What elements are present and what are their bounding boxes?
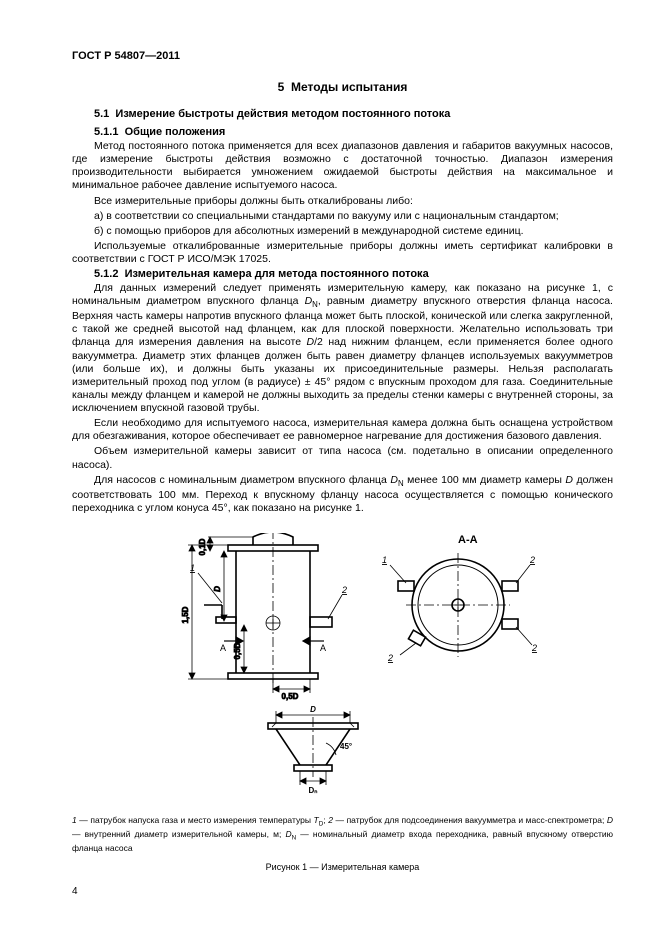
svg-text:2: 2	[531, 643, 537, 653]
section-num: 5	[278, 80, 285, 94]
fig-section-aa: A-A	[398, 534, 518, 657]
svg-text:0,5D: 0,5D	[233, 642, 242, 659]
para-1: Метод постоянного потока применяется для…	[72, 140, 613, 193]
svg-text:1: 1	[190, 563, 195, 573]
svg-text:45°: 45°	[340, 742, 352, 751]
figure-1: A A 1 2 1,5D	[72, 533, 613, 803]
para-6: Объем измерительной камеры зависит от ти…	[72, 445, 613, 471]
svg-text:2: 2	[341, 585, 347, 595]
fig-left-dims: 1,5D 0,1D D 0,5D	[181, 537, 310, 701]
section-text: Методы испытания	[291, 80, 407, 94]
svg-text:1: 1	[382, 555, 387, 565]
fig-cone-dims: D 45° Dₙ	[276, 705, 352, 795]
para-2: Все измерительные приборы должны быть от…	[72, 195, 613, 208]
fig-section-labels: 1 2 2 2	[382, 555, 537, 663]
para-4: Для данных измерений следует применять и…	[72, 282, 613, 415]
figure-legend: 1 — патрубок напуска газа и место измере…	[72, 815, 613, 854]
svg-text:A-A: A-A	[458, 534, 478, 546]
para-3: Используемые откалиброванные измерительн…	[72, 240, 613, 266]
doc-header: ГОСТ Р 54807—2011	[72, 50, 613, 62]
svg-text:D: D	[213, 586, 222, 592]
page-number: 4	[72, 886, 613, 897]
para-2b: б) с помощью приборов для абсолютных изм…	[72, 225, 613, 238]
subsubsection-5-1-1: 5.1.1 Общие положения	[72, 126, 613, 138]
svg-text:0,5D: 0,5D	[281, 692, 298, 701]
svg-text:1,5D: 1,5D	[181, 606, 190, 623]
svg-text:Dₙ: Dₙ	[308, 786, 317, 795]
para-5: Если необходимо для испытуемого насоса, …	[72, 417, 613, 443]
subsubsection-5-1-2: 5.1.2 Измерительная камера для метода по…	[72, 268, 613, 280]
svg-text:0,1D: 0,1D	[198, 538, 207, 555]
subsection-5-1: 5.1 Измерение быстроты действия методом …	[72, 108, 613, 120]
svg-text:A: A	[220, 643, 226, 653]
figure-caption: Рисунок 1 — Измерительная камера	[72, 862, 613, 872]
svg-text:2: 2	[529, 555, 535, 565]
para-7: Для насосов с номинальным диаметром впус…	[72, 474, 613, 515]
svg-text:D: D	[310, 705, 316, 714]
svg-text:A: A	[320, 643, 326, 653]
para-2a: а) в соответствии со специальными станда…	[72, 210, 613, 223]
section-title: 5 Методы испытания	[72, 80, 613, 94]
svg-text:2: 2	[387, 653, 393, 663]
fig-left-labels: A A 1 2	[190, 563, 347, 653]
